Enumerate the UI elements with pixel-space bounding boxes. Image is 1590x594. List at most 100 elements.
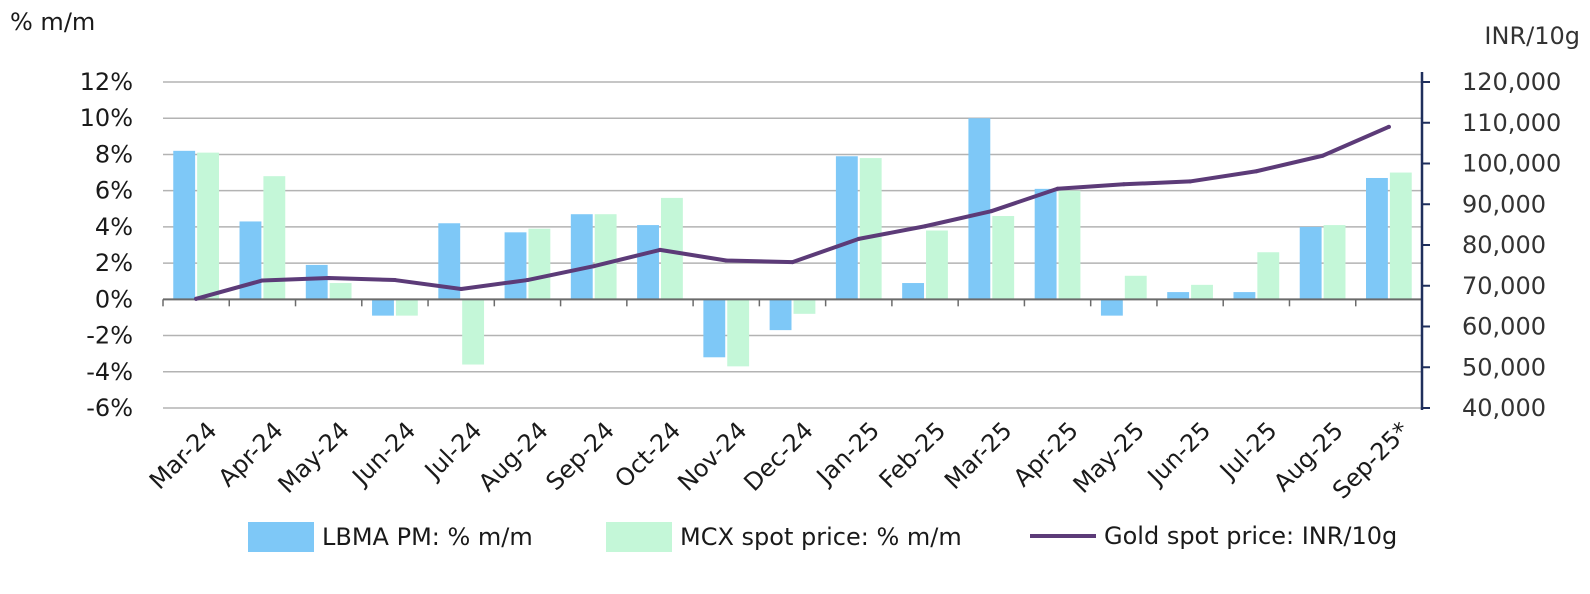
x-tick-label: Mar-24 [144, 416, 222, 494]
bar-lbma [372, 299, 394, 316]
bar-mcx [528, 228, 551, 300]
gold-price-point [1121, 182, 1126, 187]
bar-lbma [173, 150, 196, 300]
bar-mcx [1323, 225, 1346, 300]
left-tick-label: -4% [86, 358, 133, 386]
left-tick-label: 2% [95, 249, 133, 277]
bar-lbma [438, 223, 461, 300]
left-tick-label: 4% [95, 213, 133, 241]
x-tick-label: Feb-25 [874, 416, 952, 494]
bar-mcx [793, 299, 816, 314]
left-tick-label: -6% [86, 394, 133, 422]
gold-price-point [923, 224, 928, 229]
right-tick-label: 70,000 [1462, 272, 1546, 300]
right-tick-label: 40,000 [1462, 394, 1546, 422]
bar-mcx [1124, 275, 1147, 300]
x-tick-label: Jun-25 [1141, 416, 1216, 491]
bar-mcx [859, 158, 882, 300]
gold-price-point [790, 260, 795, 265]
bar-mcx [1191, 284, 1213, 300]
bar-lbma [1366, 177, 1388, 300]
bar-lbma [637, 225, 659, 300]
left-tick-label: 6% [95, 177, 133, 205]
gold-price-point [724, 258, 729, 263]
legend-swatch-lbma [248, 522, 314, 552]
gold-price-point [591, 264, 596, 269]
gold-price-point [989, 209, 994, 214]
gold-price-point [1188, 179, 1193, 184]
x-tick-label: Mar-25 [939, 416, 1017, 494]
bar-mcx [263, 176, 286, 300]
legend-label-gold: Gold spot price: INR/10g [1104, 522, 1398, 550]
legend-swatch-gold [1030, 534, 1096, 538]
legend-item-lbma: LBMA PM: % m/m [248, 522, 533, 552]
bar-lbma [703, 299, 726, 358]
right-axis-title: INR/10g [1484, 22, 1580, 50]
right-tick-label: 50,000 [1462, 353, 1546, 381]
bar-lbma [570, 214, 593, 300]
bar-lbma [1299, 226, 1322, 300]
bar-mcx [926, 230, 948, 300]
right-tick-label: 100,000 [1462, 150, 1561, 178]
bar-mcx [992, 216, 1015, 300]
gold-price-line [194, 124, 1391, 301]
bar-mcx [329, 283, 352, 300]
legend: LBMA PM: % m/m MCX spot price: % m/m Gol… [0, 522, 1590, 562]
bar-lbma [835, 156, 858, 300]
legend-label-mcx: MCX spot price: % m/m [680, 523, 962, 551]
legend-swatch-mcx [606, 522, 672, 552]
gold-price-point [1254, 169, 1259, 174]
left-tick-label: 0% [95, 285, 133, 313]
left-tick-label: 8% [95, 140, 133, 168]
left-axis-title: % m/m [10, 8, 96, 36]
x-tick-label: Dec-24 [738, 416, 818, 496]
x-tick-label: Nov-24 [672, 416, 752, 496]
gold-price-point [1320, 153, 1325, 158]
right-tick-label: 120,000 [1462, 68, 1561, 96]
legend-item-mcx: MCX spot price: % m/m [606, 522, 962, 552]
x-tick-label: Aug-24 [473, 416, 554, 497]
gold-price-point [1386, 124, 1391, 129]
bar-lbma [1233, 292, 1256, 300]
bar-lbma [968, 118, 991, 300]
legend-label-lbma: LBMA PM: % m/m [322, 523, 533, 551]
bar-mcx [1389, 172, 1412, 300]
gold-price-point [525, 278, 530, 283]
right-tick-label: 110,000 [1462, 109, 1561, 137]
gold-price-point [260, 278, 265, 283]
x-tick-label: Sep-24 [540, 416, 620, 496]
bar-lbma [1100, 299, 1123, 316]
x-tick-label: May-24 [273, 416, 355, 498]
bar-lbma [305, 264, 328, 300]
left-tick-label: -2% [86, 322, 133, 350]
bar-lbma [902, 283, 925, 300]
bar-mcx [1058, 190, 1081, 300]
right-tick-label: 60,000 [1462, 313, 1546, 341]
x-tick-label: May-25 [1068, 416, 1150, 498]
gold-price-point [326, 276, 331, 281]
bar-lbma [1034, 188, 1057, 300]
bar-mcx [594, 214, 617, 300]
bar-mcx [197, 152, 219, 300]
x-tick-label: Oct-24 [609, 416, 686, 493]
x-tick-label: Jun-24 [346, 416, 421, 491]
right-tick-label: 80,000 [1462, 231, 1546, 259]
gold-price-point [392, 278, 397, 283]
bar-mcx [395, 299, 418, 316]
bar-mcx [462, 299, 485, 365]
legend-item-gold: Gold spot price: INR/10g [1030, 522, 1397, 550]
bar-lbma [769, 299, 792, 331]
bar-lbma [504, 232, 527, 300]
gold-price-point [657, 247, 662, 252]
gold-price-point [459, 287, 464, 292]
bar-mcx [727, 299, 750, 367]
left-tick-label: 10% [80, 104, 133, 132]
right-tick-label: 90,000 [1462, 190, 1546, 218]
x-tick-label: Jan-25 [810, 416, 885, 491]
bar-lbma [1167, 292, 1190, 300]
gold-price-point [194, 296, 199, 301]
bar-mcx [1257, 252, 1280, 300]
gold-price-point [1055, 186, 1060, 191]
bar-lbma [239, 221, 262, 300]
